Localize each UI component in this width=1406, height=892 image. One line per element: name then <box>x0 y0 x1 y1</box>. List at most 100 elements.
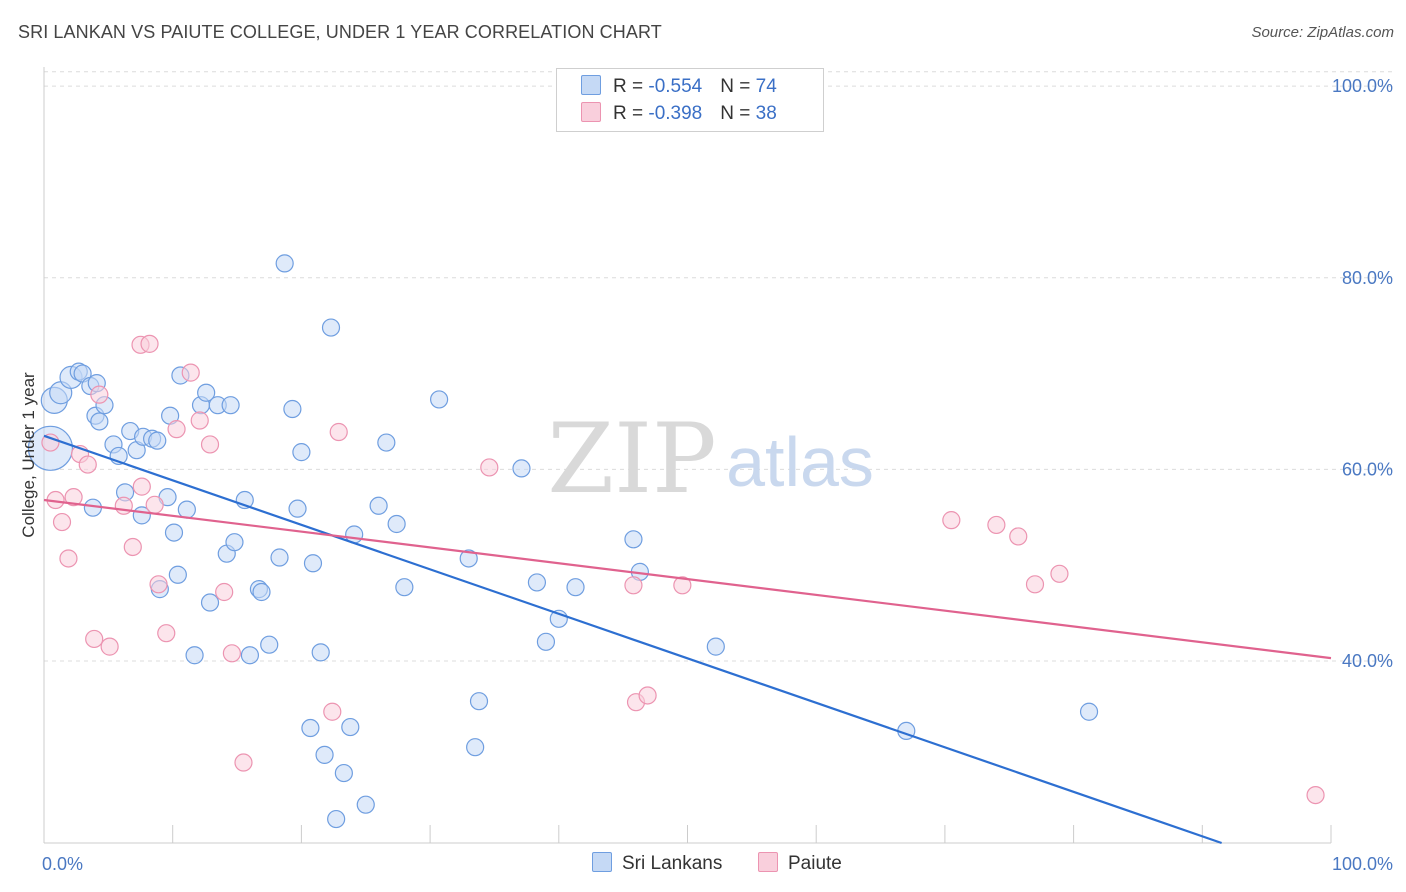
point-paiute <box>114 496 133 515</box>
point-sri-lankans <box>624 530 643 549</box>
trend-lines <box>43 434 1332 845</box>
point-sri-lankans <box>387 514 406 534</box>
point-paiute <box>624 576 643 595</box>
legend-item-paiute: Paiute <box>758 852 842 875</box>
point-paiute <box>638 686 657 705</box>
point-sri-lankans <box>177 500 196 519</box>
legend-row-sri-lankans: R = -0.554 N = 74 <box>581 75 777 101</box>
point-paiute <box>90 385 109 404</box>
legend-r-label: R = <box>613 76 649 97</box>
correlation-legend: R = -0.554 N = 74 R = -0.398 N = 38 <box>556 68 824 132</box>
legend-n-value: 74 <box>755 76 777 97</box>
point-paiute <box>323 702 342 721</box>
series-sri-lankans-points <box>27 254 1099 829</box>
point-paiute <box>480 458 499 477</box>
trend-line-paiute <box>43 498 1332 660</box>
point-sri-lankans <box>321 318 341 337</box>
y-tick-label: 100.0% <box>1332 76 1393 96</box>
point-paiute <box>100 637 119 656</box>
y-tick-label: 80.0% <box>1342 268 1393 288</box>
trend-line-sri-lankans <box>43 434 1222 845</box>
point-sri-lankans <box>164 523 184 542</box>
point-sri-lankans <box>469 692 489 711</box>
axes <box>43 67 1332 844</box>
x-tick-label: 100.0% <box>1332 854 1393 874</box>
legend-swatch-sri-lankans <box>592 852 612 872</box>
point-paiute <box>1025 575 1045 594</box>
legend-row-paiute: R = -0.398 N = 38 <box>581 102 777 128</box>
point-sri-lankans <box>527 573 547 592</box>
point-sri-lankans <box>148 431 167 450</box>
x-tick-label: 0.0% <box>42 854 83 874</box>
point-paiute <box>942 511 961 530</box>
point-paiute <box>1009 527 1028 546</box>
point-sri-lankans <box>197 383 216 402</box>
point-paiute <box>167 420 186 439</box>
point-paiute <box>59 549 78 568</box>
legend-swatch-paiute <box>758 852 778 872</box>
point-paiute <box>1306 785 1325 805</box>
point-sri-lankans <box>466 738 485 757</box>
point-sri-lankans <box>1079 702 1099 721</box>
point-sri-lankans <box>270 548 289 567</box>
legend-r-value: -0.554 <box>648 76 703 97</box>
point-paiute <box>52 512 72 532</box>
point-paiute <box>149 575 168 594</box>
legend-label-paiute: Paiute <box>788 853 842 874</box>
point-sri-lankans <box>240 646 260 665</box>
point-sri-lankans <box>303 554 323 573</box>
legend-n-label: N = <box>720 103 756 124</box>
series-paiute-points <box>41 334 1325 805</box>
point-paiute <box>64 488 83 507</box>
point-paiute <box>181 363 200 382</box>
point-sri-lankans <box>225 533 244 552</box>
point-paiute <box>222 644 242 663</box>
point-sri-lankans <box>221 396 240 415</box>
point-sri-lankans <box>334 763 353 783</box>
point-sri-lankans <box>311 643 330 662</box>
legend-n-value: 38 <box>755 103 777 124</box>
point-paiute <box>140 334 159 353</box>
tick-labels: 100.0% 80.0% 60.0% 40.0% 0.0% 100.0% <box>42 76 1393 874</box>
point-sri-lankans <box>301 718 320 738</box>
legend-n-label: N = <box>720 76 756 97</box>
watermark-zip: ZIP <box>547 403 716 515</box>
point-sri-lankans <box>168 565 187 584</box>
point-paiute <box>145 495 164 514</box>
y-tick-label: 40.0% <box>1342 651 1393 671</box>
point-paiute <box>190 411 209 430</box>
legend-r-label: R = <box>613 103 649 124</box>
point-paiute <box>123 537 142 557</box>
point-sri-lankans <box>512 459 531 478</box>
point-sri-lankans <box>90 412 109 431</box>
watermark-atlas: atlas <box>726 423 874 501</box>
point-paiute <box>41 433 60 452</box>
point-sri-lankans <box>260 635 279 654</box>
point-sri-lankans <box>430 390 449 409</box>
legend-r-value: -0.398 <box>648 103 703 124</box>
legend-swatch-paiute <box>581 102 601 122</box>
y-tick-label: 60.0% <box>1342 459 1393 479</box>
point-sri-lankans <box>395 578 414 597</box>
point-paiute <box>1050 564 1069 583</box>
point-sri-lankans <box>252 582 271 602</box>
point-sri-lankans <box>356 795 375 814</box>
point-paiute <box>200 435 220 454</box>
point-paiute <box>215 582 234 602</box>
y-axis-label: College, Under 1 year <box>19 372 38 538</box>
point-sri-lankans <box>288 499 307 518</box>
chart-title: SRI LANKAN VS PAIUTE COLLEGE, UNDER 1 YE… <box>18 22 662 42</box>
point-sri-lankans <box>185 646 204 665</box>
point-paiute <box>132 477 151 496</box>
point-sri-lankans <box>706 637 725 656</box>
legend-swatch-sri-lankans <box>581 75 601 95</box>
point-sri-lankans <box>283 399 302 419</box>
point-sri-lankans <box>341 717 360 737</box>
point-sri-lankans <box>327 809 346 829</box>
point-paiute <box>673 576 692 595</box>
point-sri-lankans <box>200 593 220 612</box>
point-paiute <box>157 624 176 643</box>
gridlines <box>44 71 1394 662</box>
source-credit: Source: ZipAtlas.com <box>1251 24 1394 41</box>
point-sri-lankans <box>315 745 334 764</box>
